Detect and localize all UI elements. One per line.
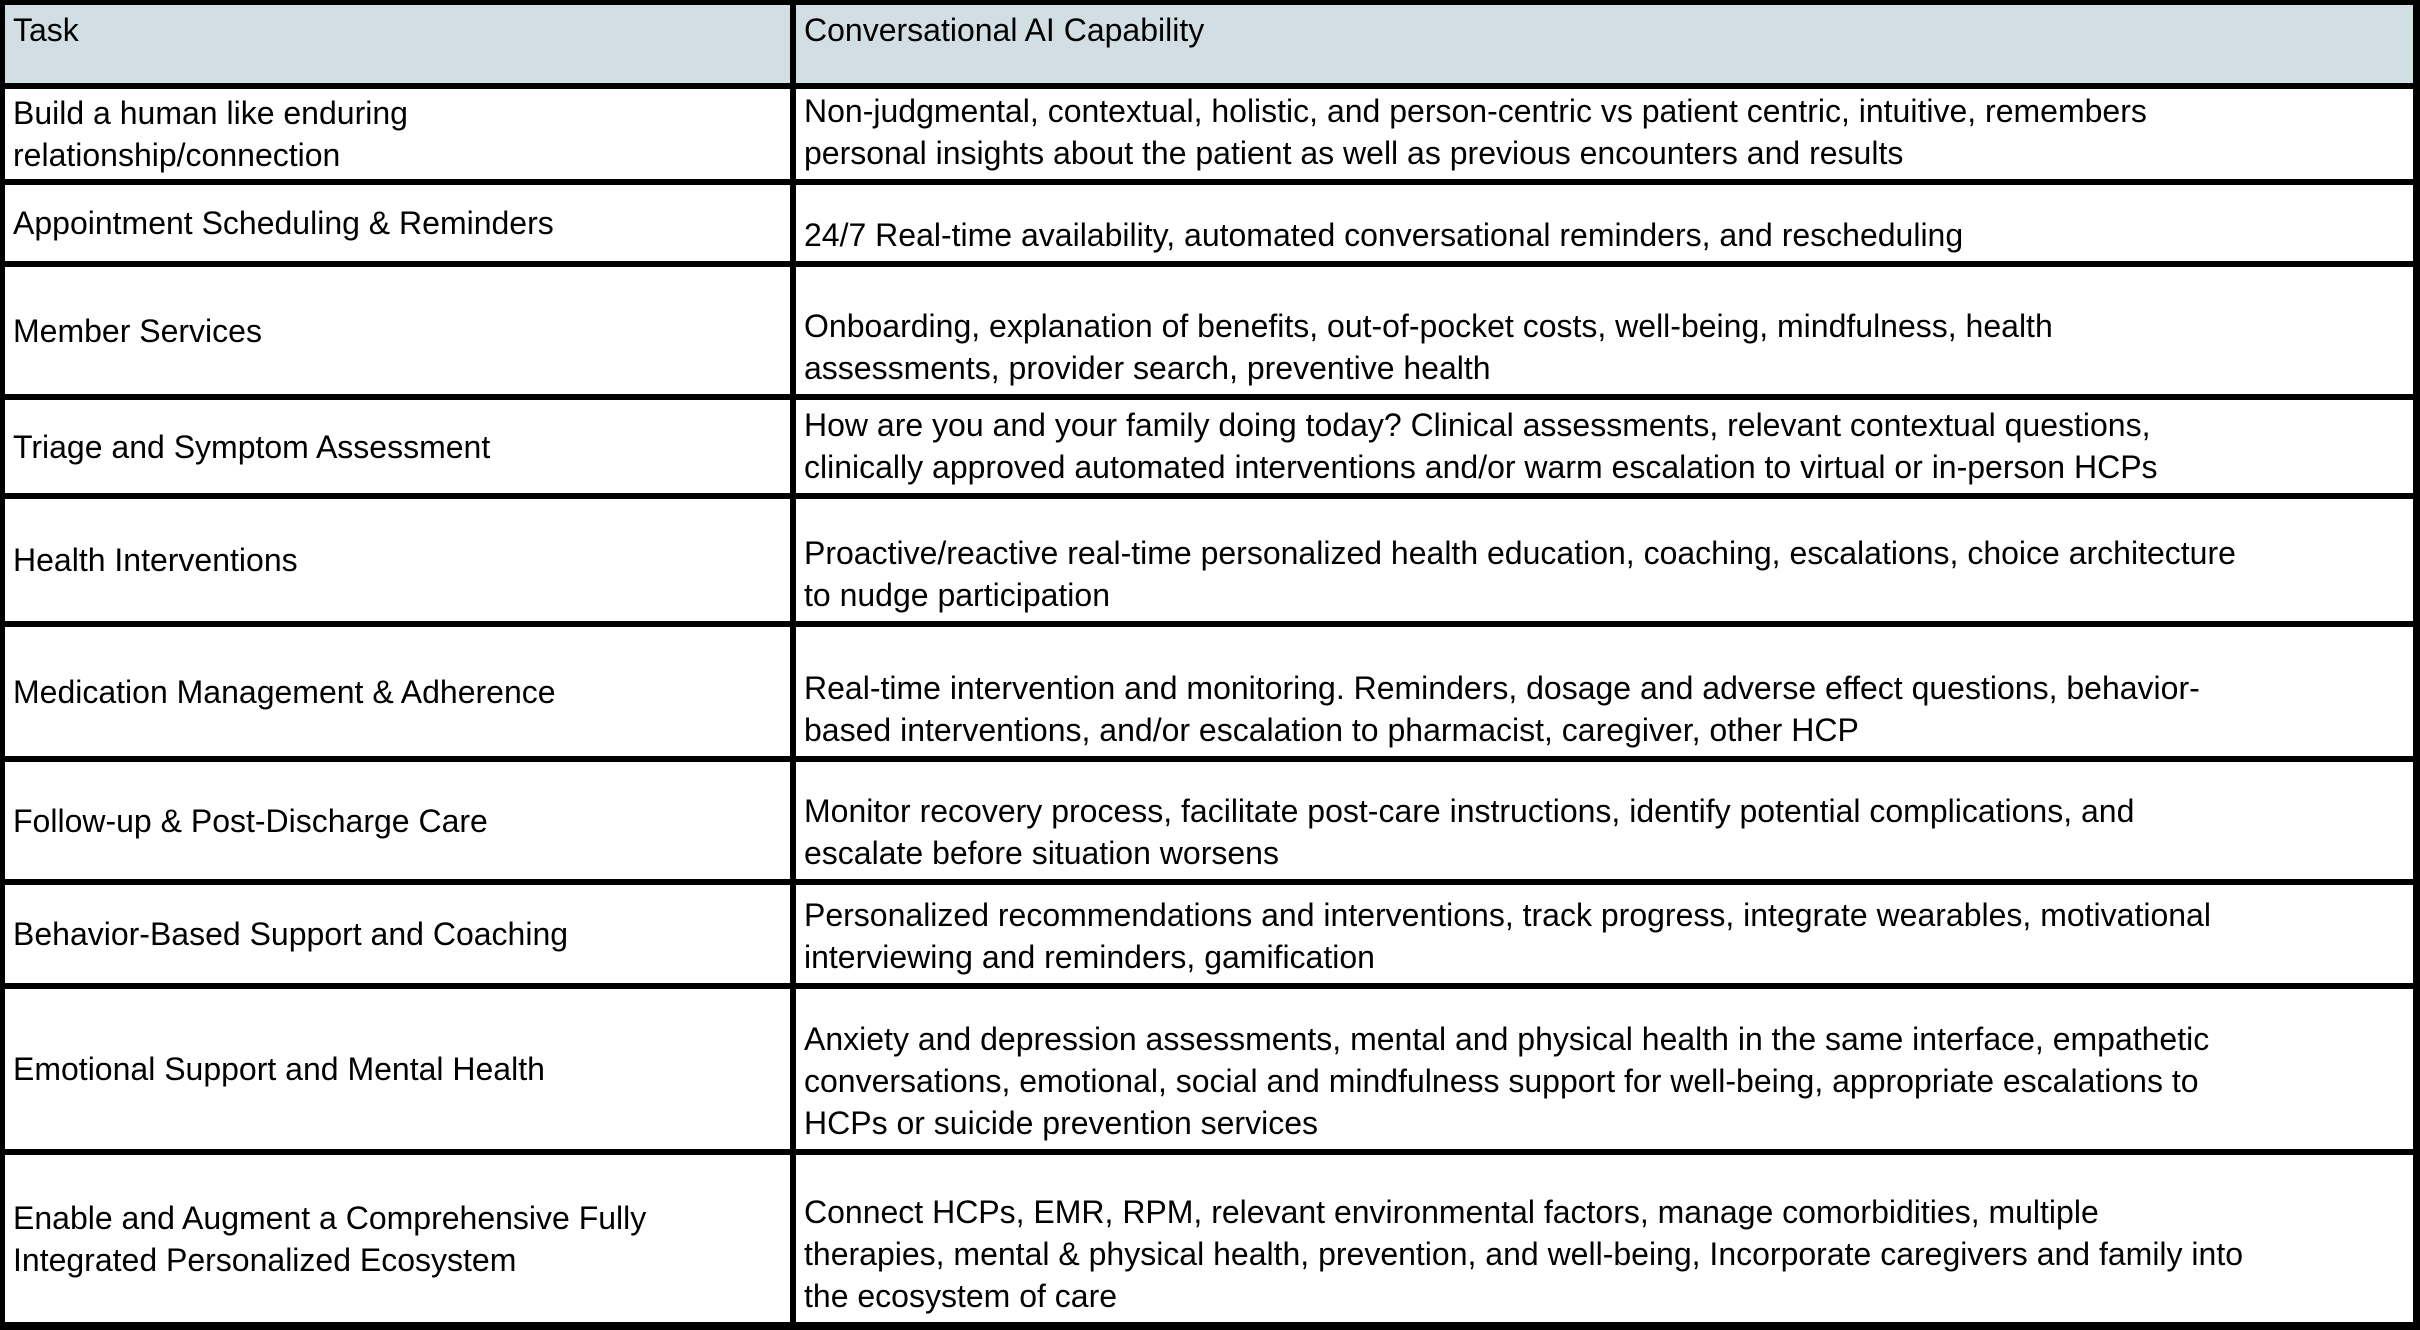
task-text: Appointment Scheduling & Reminders [13, 205, 554, 241]
capability-text: How are you and your family doing today?… [804, 407, 2158, 485]
task-cell-integrated-ecosystem: Enable and Augment a Comprehensive Fully… [5, 1155, 790, 1322]
capability-text: Monitor recovery process, facilitate pos… [804, 793, 2135, 871]
column-header-task-label: Task [13, 12, 79, 48]
task-text: Emotional Support and Mental Health [13, 1051, 545, 1087]
capability-text: Personalized recommendations and interve… [804, 897, 2211, 975]
capability-text: Anxiety and depression assessments, ment… [804, 1021, 2210, 1141]
capability-cell-medication-management: Real-time intervention and monitoring. R… [796, 627, 2413, 756]
task-cell-health-interventions: Health Interventions [5, 499, 790, 621]
task-text: Follow-up & Post-Discharge Care [13, 802, 488, 839]
capability-text: Connect HCPs, EMR, RPM, relevant environ… [804, 1194, 2244, 1314]
task-cell-member-services: Member Services [5, 267, 790, 394]
capability-text: Onboarding, explanation of benefits, out… [804, 308, 2053, 386]
task-text: Behavior-Based Support and Coaching [13, 916, 569, 952]
task-cell-appointment-scheduling: Appointment Scheduling & Reminders [5, 185, 790, 261]
capability-cell-follow-up: Monitor recovery process, facilitate pos… [796, 762, 2413, 879]
task-text: Member Services [13, 312, 262, 349]
capability-cell-behavior-coaching: Personalized recommendations and interve… [796, 885, 2413, 983]
task-cell-triage: Triage and Symptom Assessment [5, 400, 790, 493]
capability-cell-integrated-ecosystem: Connect HCPs, EMR, RPM, relevant environ… [796, 1155, 2413, 1322]
column-header-capability-label: Conversational AI Capability [804, 12, 1205, 48]
column-header-task: Task [5, 5, 790, 83]
capability-text: Non-judgmental, contextual, holistic, an… [804, 93, 2147, 171]
capability-cell-relationship: Non-judgmental, contextual, holistic, an… [796, 89, 2413, 179]
capability-text: Real-time intervention and monitoring. R… [804, 670, 2200, 748]
capability-cell-member-services: Onboarding, explanation of benefits, out… [796, 267, 2413, 394]
task-cell-medication-management: Medication Management & Adherence [5, 627, 790, 756]
capability-cell-appointment-scheduling: 24/7 Real-time availability, automated c… [796, 185, 2413, 261]
task-cell-follow-up: Follow-up & Post-Discharge Care [5, 762, 790, 879]
capability-cell-emotional-support: Anxiety and depression assessments, ment… [796, 989, 2413, 1149]
task-cell-behavior-coaching: Behavior-Based Support and Coaching [5, 885, 790, 983]
capability-cell-health-interventions: Proactive/reactive real-time personalize… [796, 499, 2413, 621]
capability-text: Proactive/reactive real-time personalize… [804, 535, 2236, 613]
task-text: Medication Management & Adherence [13, 673, 556, 710]
task-text: Enable and Augment a Comprehensive Fully… [13, 1199, 647, 1278]
task-cell-relationship: Build a human like enduring relationship… [5, 89, 790, 179]
capability-text: 24/7 Real-time availability, automated c… [804, 217, 1964, 253]
task-cell-emotional-support: Emotional Support and Mental Health [5, 989, 790, 1149]
task-text: Build a human like enduring relationship… [13, 95, 408, 173]
task-text: Health Interventions [13, 542, 298, 578]
column-header-capability: Conversational AI Capability [796, 5, 2413, 83]
capability-cell-triage: How are you and your family doing today?… [796, 400, 2413, 493]
task-text: Triage and Symptom Assessment [13, 428, 491, 465]
